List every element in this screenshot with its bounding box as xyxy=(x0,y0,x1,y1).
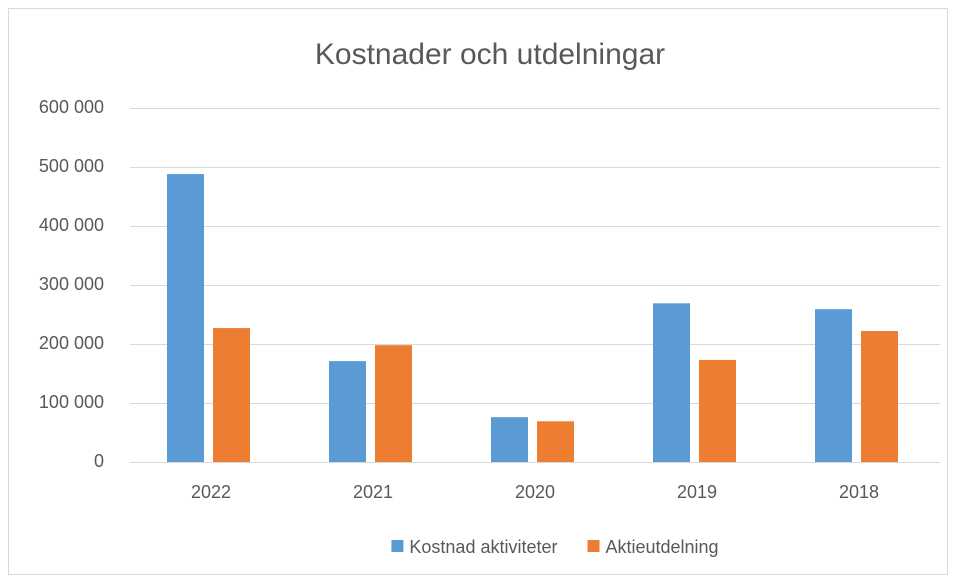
y-tick-label: 600 000 xyxy=(39,97,104,117)
bar xyxy=(815,309,852,462)
y-tick-label: 100 000 xyxy=(39,392,104,412)
bar xyxy=(491,417,528,462)
y-tick-label: 500 000 xyxy=(39,156,104,176)
legend-swatch xyxy=(587,540,600,552)
bar xyxy=(861,331,898,462)
x-tick-label: 2018 xyxy=(839,482,879,502)
bar xyxy=(699,359,736,462)
bar xyxy=(329,361,366,462)
x-tick-label: 2019 xyxy=(677,482,717,502)
y-tick-label: 0 xyxy=(94,451,104,471)
x-tick-label: 2022 xyxy=(191,482,231,502)
y-tick-label: 400 000 xyxy=(39,215,104,235)
legend-label: Aktieutdelning xyxy=(605,537,718,557)
y-tick-label: 200 000 xyxy=(39,333,104,353)
x-tick-label: 2021 xyxy=(353,482,393,502)
bar xyxy=(213,328,250,462)
y-tick-label: 300 000 xyxy=(39,274,104,294)
chart-title: Kostnader och utdelningar xyxy=(315,38,665,71)
x-tick-label: 2020 xyxy=(515,482,555,502)
bar xyxy=(167,174,204,462)
bar xyxy=(375,345,412,462)
legend-swatch xyxy=(391,540,404,552)
bar xyxy=(537,421,574,462)
bar xyxy=(653,303,690,462)
legend-label: Kostnad aktiviteter xyxy=(409,537,557,557)
chart-border xyxy=(8,8,948,575)
